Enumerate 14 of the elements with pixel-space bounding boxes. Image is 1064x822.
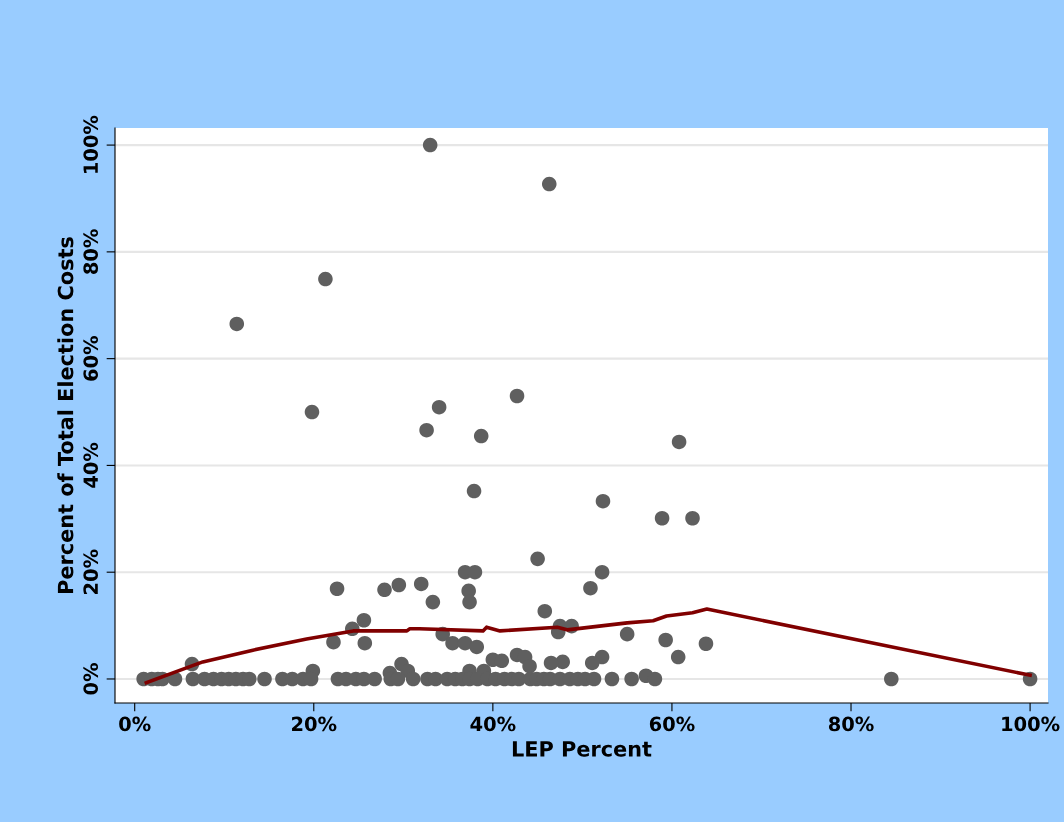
x-tick-label: 40%: [470, 716, 516, 732]
x-axis-title: LEP Percent: [512, 741, 652, 757]
y-tick-label: 100%: [83, 115, 99, 173]
y-tick-label: 80%: [83, 229, 99, 274]
y-tick-label: 60%: [83, 335, 99, 381]
y-tick-label: 20%: [83, 549, 99, 594]
y-tick-label: 40%: [83, 442, 99, 488]
x-tick-label: 20%: [292, 716, 337, 732]
y-tick-label: 0%: [83, 663, 99, 695]
x-tick-label: 0%: [119, 716, 151, 732]
x-tick-label: 100%: [1002, 716, 1060, 732]
y-axis-title: Percent of Total Election Costs: [57, 237, 74, 593]
x-tick-label: 60%: [649, 716, 695, 732]
x-tick-label: 80%: [828, 716, 874, 732]
